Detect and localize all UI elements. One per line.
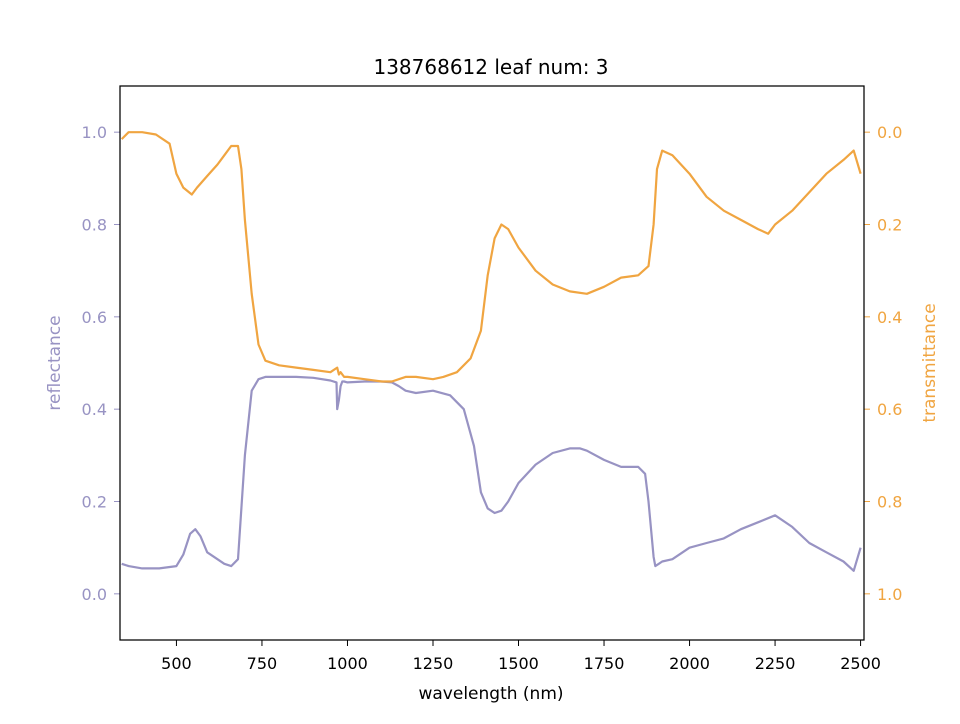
y-right-tick-label: 0.2: [877, 216, 902, 235]
y-right-tick-label: 1.0: [877, 585, 902, 604]
x-tick-label: 750: [247, 654, 278, 673]
y-right-tick-label: 0.4: [877, 308, 902, 327]
y-axis-left-label: reflectance: [45, 315, 65, 410]
x-tick-label: 1000: [327, 654, 368, 673]
y-axis-right-label: transmittance: [920, 303, 940, 422]
reflectance-line: [121, 375, 862, 572]
plot-frame: [119, 85, 865, 641]
x-tick-label: 1500: [498, 654, 539, 673]
axes-layer: 500 750 1000 1250 1500 1750 2000 2250 2500 0.0 0.2…: [82, 123, 903, 673]
series-layer: [120, 131, 862, 572]
x-tick-label: 1250: [413, 654, 454, 673]
y-left-tick-label: 0.4: [82, 400, 107, 419]
y-right-tick-label: 0.6: [877, 400, 902, 419]
y-left-tick-label: 0.0: [82, 585, 107, 604]
x-tick-label: 500: [161, 654, 192, 673]
y-left-tick-label: 0.6: [82, 308, 107, 327]
y-right-tick-label: 0.0: [877, 123, 902, 142]
x-tick-label: 1750: [584, 654, 625, 673]
transmittance-line: [120, 131, 862, 383]
x-tick-label: 2500: [840, 654, 881, 673]
y-left-tick-label: 1.0: [82, 123, 107, 142]
x-axis-label: wavelength (nm): [418, 684, 563, 704]
y-right-tick-label: 0.8: [877, 493, 902, 512]
y-left-tick-label: 0.8: [82, 216, 107, 235]
x-tick-label: 2000: [669, 654, 710, 673]
x-tick-label: 2250: [755, 654, 796, 673]
y-left-tick-label: 0.2: [82, 493, 107, 512]
chart-title: 138768612 leaf num: 3: [373, 55, 608, 79]
